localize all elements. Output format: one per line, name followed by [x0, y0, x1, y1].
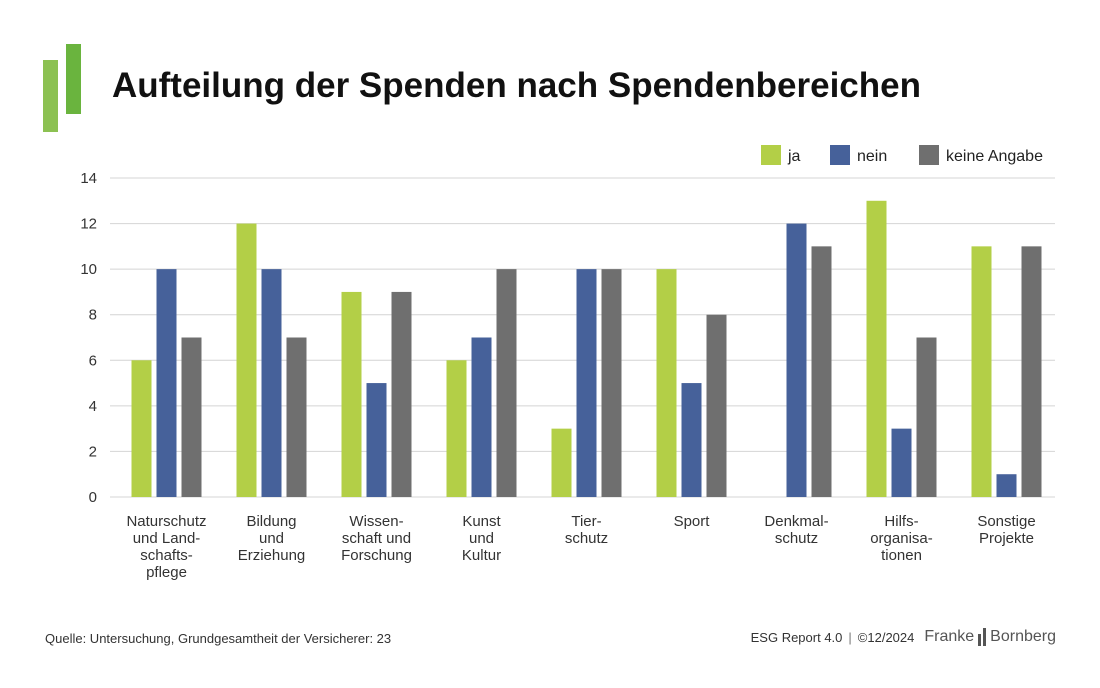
- x-tick-label-line: Erziehung: [238, 547, 306, 564]
- bar-nein: [576, 269, 597, 497]
- bar-nein: [681, 383, 702, 497]
- bar-nein: [996, 474, 1017, 497]
- x-tick-label-line: Projekte: [979, 530, 1034, 547]
- brand-right: Bornberg: [990, 628, 1056, 645]
- y-tick-label: 10: [80, 261, 97, 278]
- x-tick-label-line: schafts-: [140, 547, 193, 564]
- legend-swatch: [761, 145, 781, 165]
- x-tick-label-line: Tier-: [571, 513, 601, 530]
- x-tick-label: Bildung und Erziehung: [238, 513, 306, 564]
- y-tick-label: 12: [80, 216, 97, 233]
- bar-nein: [891, 428, 912, 497]
- x-tick-label: Hilfs-organisa-tionen: [870, 513, 933, 564]
- bar-ja: [131, 360, 152, 497]
- x-tick-label: Wissen-schaft und Forschung: [341, 513, 412, 564]
- x-tick-label-line: organisa-: [870, 530, 933, 547]
- footer-credits: ESG Report 4.0 | ©12/2024 Franke Bornber…: [751, 628, 1056, 646]
- x-tick-label-line: Kunst: [462, 513, 501, 530]
- bar-nein: [786, 223, 807, 498]
- x-tick-label: Denkmal-schutz: [764, 513, 828, 547]
- x-tick-label-line: Denkmal-: [764, 513, 828, 530]
- x-tick-label-line: und Land-: [133, 530, 201, 547]
- x-tick-label: Kunst und Kultur: [462, 513, 502, 564]
- bar-keine-angabe: [811, 246, 832, 497]
- y-tick-label: 0: [89, 489, 97, 506]
- bar-ja: [446, 360, 467, 497]
- x-tick-label-line: Bildung: [246, 513, 296, 530]
- bar-ja: [551, 428, 572, 497]
- bar-ja: [971, 246, 992, 497]
- bar-keine-angabe: [601, 269, 622, 497]
- x-tick-label-line: schutz: [775, 530, 818, 547]
- bar-keine-angabe: [286, 337, 307, 497]
- report-name: ESG Report 4.0: [750, 629, 843, 645]
- x-tick-label-line: schaft und: [342, 530, 411, 547]
- x-tick-label: Naturschutz und Land-schafts-pflege: [126, 513, 206, 581]
- bar-keine-angabe: [1021, 246, 1042, 497]
- bar-keine-angabe: [706, 314, 727, 497]
- legend-label: nein: [857, 148, 887, 165]
- source-note: Quelle: Untersuchung, Grundgesamtheit de…: [45, 631, 392, 646]
- bar-ja: [656, 269, 677, 497]
- y-tick-label: 4: [89, 398, 97, 415]
- x-tick-label-line: Wissen-: [349, 513, 403, 530]
- bar-nein: [471, 337, 492, 497]
- x-tick-label-line: pflege: [146, 564, 187, 581]
- bar-keine-angabe: [391, 291, 412, 497]
- x-tick-label: Tier-schutz: [565, 513, 608, 547]
- brand-wordmark: Franke Bornberg: [924, 628, 1056, 646]
- brand-mark-icon: [978, 628, 987, 646]
- x-tick-label: Sonstige Projekte: [977, 513, 1035, 547]
- bar-chart: 0 2 4 6 8 10 12 14 Naturschutz und Land-schafts-p…: [80, 145, 1055, 581]
- y-tick-label: 14: [80, 170, 97, 187]
- x-tick-label-line: tionen: [881, 547, 922, 564]
- x-tick-label-line: Kultur: [462, 547, 501, 564]
- bar-ja: [866, 200, 887, 497]
- x-tick-label: Sport: [674, 513, 711, 530]
- bar-keine-angabe: [496, 269, 517, 497]
- x-tick-label-line: Sonstige: [977, 513, 1035, 530]
- x-tick-label-line: und: [259, 530, 284, 547]
- brand-logo-icon: [43, 44, 81, 132]
- x-tick-label-line: Hilfs-: [884, 513, 918, 530]
- brand-left: Franke: [924, 628, 975, 645]
- bar-ja: [236, 223, 257, 498]
- copyright: ©12/2024: [857, 629, 915, 645]
- legend-label: keine Angabe: [946, 148, 1043, 165]
- footer-separator: |: [848, 629, 852, 645]
- y-tick-label: 8: [89, 307, 97, 324]
- bar-nein: [261, 269, 282, 497]
- bar-keine-angabe: [181, 337, 202, 497]
- legend-swatch: [919, 145, 939, 165]
- legend-label: ja: [787, 148, 801, 165]
- legend-swatch: [830, 145, 850, 165]
- x-tick-label-line: Naturschutz: [126, 513, 206, 530]
- bar-keine-angabe: [916, 337, 937, 497]
- bar-nein: [366, 383, 387, 497]
- page-title: Aufteilung der Spenden nach Spendenberei…: [112, 66, 921, 105]
- x-tick-label-line: und: [469, 530, 494, 547]
- x-tick-label-line: Forschung: [341, 547, 412, 564]
- y-tick-label: 2: [89, 443, 97, 460]
- bar-nein: [156, 269, 177, 497]
- y-tick-label: 6: [89, 352, 97, 369]
- x-tick-label-line: schutz: [565, 530, 608, 547]
- bar-ja: [341, 291, 362, 497]
- x-tick-label-line: Sport: [674, 513, 711, 530]
